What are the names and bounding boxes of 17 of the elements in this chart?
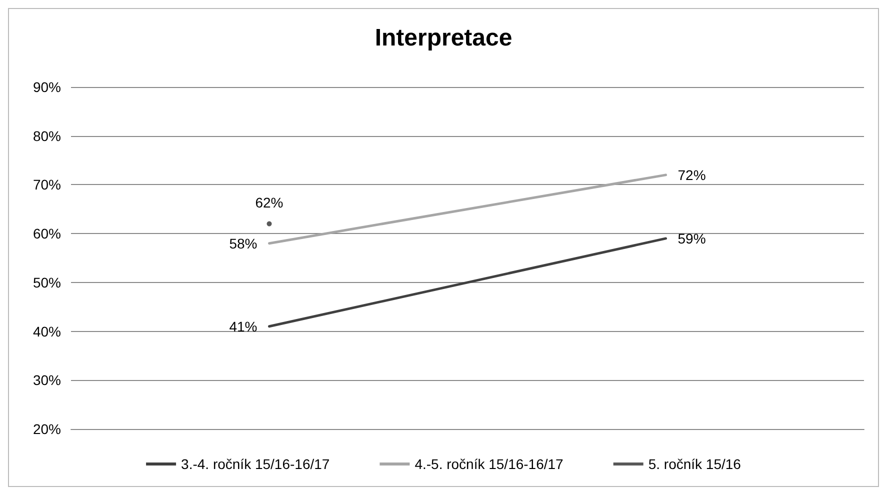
- data-label: 59%: [678, 230, 706, 246]
- y-tick-label: 70%: [32, 176, 61, 193]
- legend-label: 3.-4. ročník 15/16-16/17: [181, 456, 330, 472]
- data-label: 62%: [255, 194, 284, 210]
- legend-label: 4.-5. ročník 15/16-16/17: [414, 456, 564, 472]
- y-tick-label: 40%: [32, 323, 61, 340]
- y-tick-label: 60%: [32, 226, 61, 242]
- y-tick-label: 30%: [32, 372, 61, 388]
- data-label: 41%: [229, 318, 258, 334]
- chart-title: Interpretace: [374, 24, 512, 52]
- y-tick-label: 20%: [32, 421, 61, 437]
- data-label: 58%: [229, 235, 258, 252]
- y-tick-label: 80%: [32, 128, 61, 144]
- legend-label: 5. ročník 15/16: [648, 456, 742, 472]
- y-tick-label: 50%: [32, 274, 61, 290]
- y-tick-label: 90%: [32, 79, 61, 95]
- data-label: 72%: [678, 166, 706, 183]
